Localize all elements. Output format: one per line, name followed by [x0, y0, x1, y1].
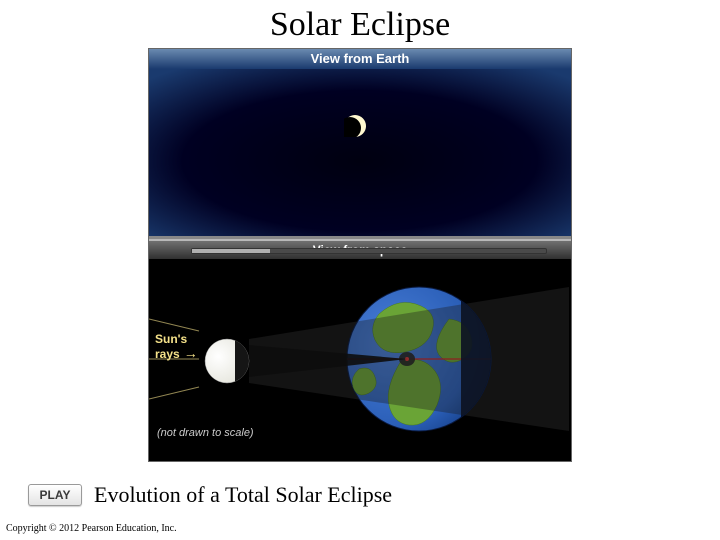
arrow-right-icon: →: [184, 346, 198, 361]
suns-rays-label: Sun'srays→: [155, 333, 198, 362]
crescent-sun-icon: [344, 115, 366, 137]
eclipse-diagram: View from Earth View from space: [148, 48, 572, 462]
not-to-scale-label: (not drawn to scale): [157, 427, 254, 439]
panel-earth-label: View from Earth: [149, 49, 571, 69]
copyright-text: Copyright © 2012 Pearson Education, Inc.: [6, 523, 177, 534]
panel-view-from-space: View from space: [149, 239, 571, 461]
space-diagram-svg: [149, 259, 573, 445]
caption-text: Evolution of a Total Solar Eclipse: [94, 482, 392, 508]
dark-sky: [149, 69, 571, 236]
progress-track[interactable]: [191, 248, 547, 254]
footer-row: PLAY Evolution of a Total Solar Eclipse: [28, 482, 392, 508]
panel-view-from-earth: View from Earth: [149, 49, 571, 239]
suns-rays-text: Sun'srays: [155, 332, 187, 361]
progress-fill: [192, 249, 270, 253]
page-title: Solar Eclipse: [0, 0, 720, 48]
play-button[interactable]: PLAY: [28, 484, 82, 506]
